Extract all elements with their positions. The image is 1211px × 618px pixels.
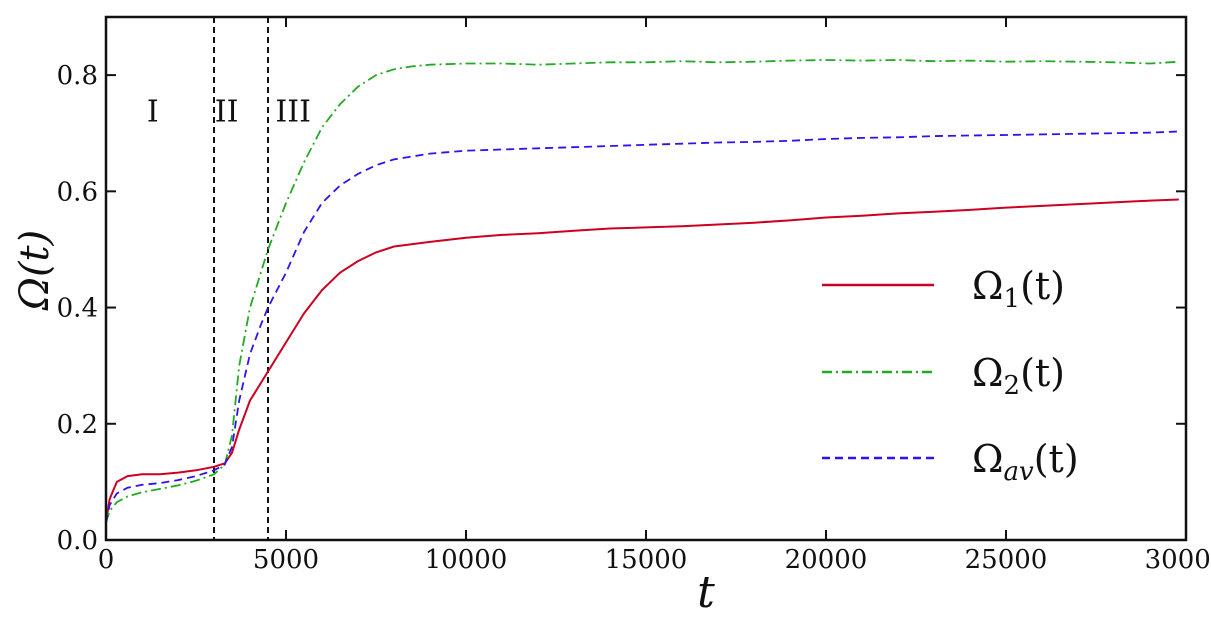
- x-tick-label: 15000: [605, 545, 688, 575]
- x-tick-label: 25000: [965, 545, 1048, 575]
- y-tick-label: 0.8: [57, 61, 98, 91]
- region-divider-layer: [213, 17, 269, 540]
- legend-label: Ω1(t): [972, 264, 1065, 314]
- y-tick-label: 0.0: [57, 526, 98, 556]
- y-tick-label: 0.2: [57, 410, 98, 440]
- region-label: III: [275, 95, 311, 130]
- legend: Ω1(t) Ω2(t) Ωav(t): [822, 264, 1079, 487]
- x-tick-label: 20000: [785, 545, 868, 575]
- x-tick-label: 5000: [253, 545, 319, 575]
- legend-label: Ωav(t): [972, 437, 1079, 487]
- y-axis-title: Ω(t): [12, 230, 58, 311]
- region-label: II: [215, 95, 239, 130]
- x-tick-label: 10000: [425, 545, 508, 575]
- series-layer: [105, 59, 1179, 523]
- y-tick-label: 0.4: [57, 294, 98, 324]
- x-tick-label: 0: [98, 545, 115, 575]
- series-line-1: [105, 198, 1179, 523]
- legend-label: Ω2(t): [972, 351, 1065, 401]
- x-axis-title: t: [697, 567, 715, 618]
- region-label: I: [147, 95, 159, 130]
- y-tick-label: 0.6: [57, 177, 98, 207]
- series-line-av: [105, 130, 1179, 523]
- region-label-layer: I II III: [147, 95, 311, 130]
- series-line-2: [105, 59, 1179, 523]
